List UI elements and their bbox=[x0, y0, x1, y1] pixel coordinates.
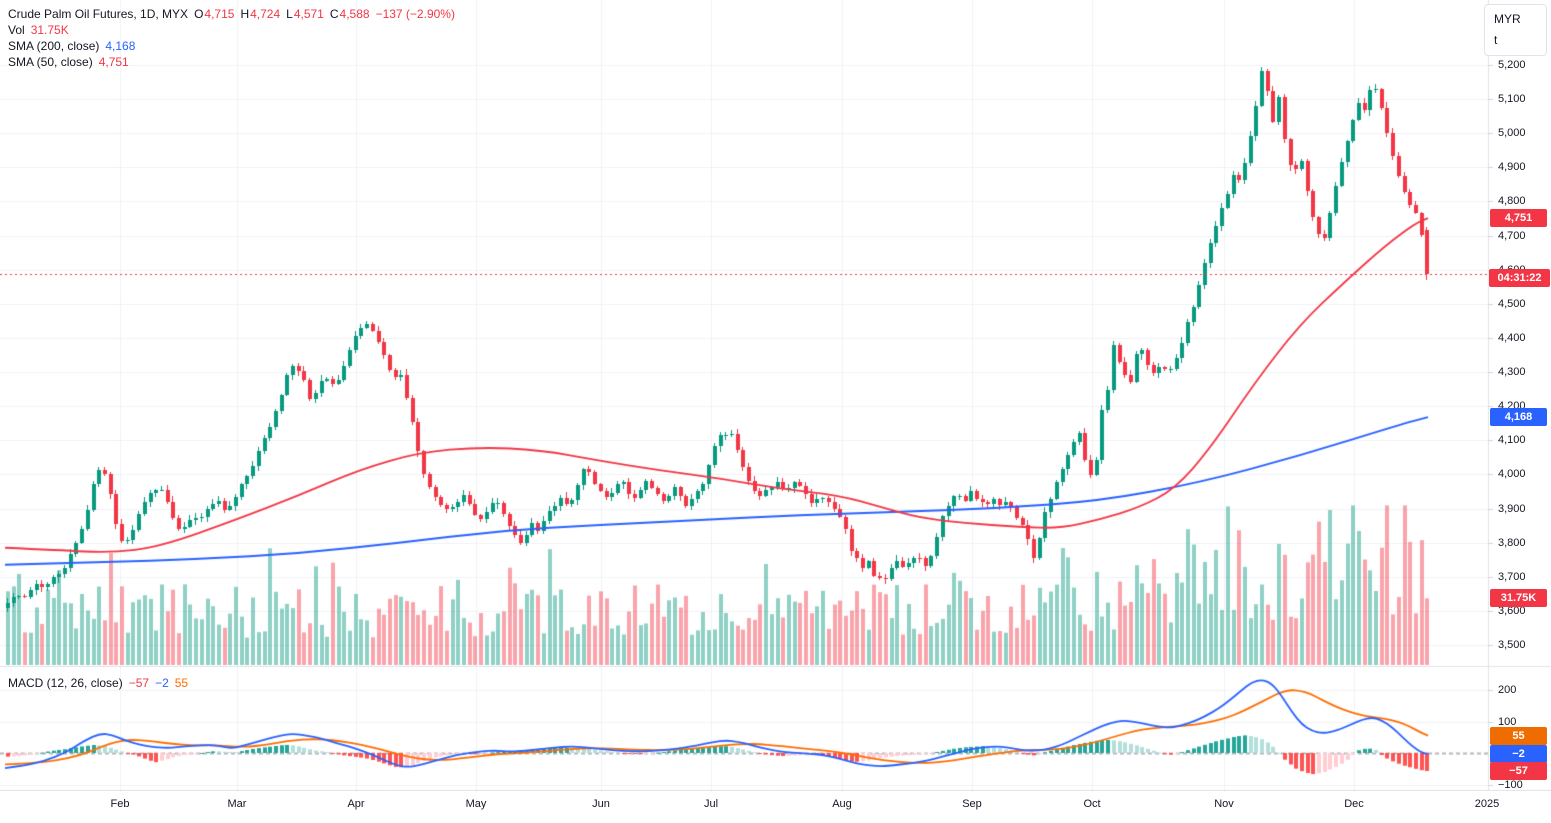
price-tick-label: 4,100 bbox=[1498, 434, 1526, 447]
macd-tick-label: 100 bbox=[1498, 715, 1517, 728]
ohlc-open: O 4,715 bbox=[194, 7, 235, 21]
unit-label[interactable]: t bbox=[1494, 33, 1498, 47]
month-label: Nov bbox=[1214, 798, 1234, 810]
month-label: Sep bbox=[962, 798, 982, 810]
year-label: 2025 bbox=[1474, 798, 1500, 810]
currency-label[interactable]: MYR bbox=[1494, 12, 1521, 26]
sma50-price-badge: 4,751 bbox=[1490, 209, 1547, 228]
currency-unit-box[interactable]: MYR t bbox=[1484, 4, 1547, 56]
macd-hist-value: −57 bbox=[128, 676, 150, 690]
price-tick-label: 4,000 bbox=[1498, 468, 1526, 481]
countdown-badge: 04:31:22 bbox=[1489, 268, 1550, 287]
price-tick-label: 4,900 bbox=[1498, 161, 1526, 174]
ohlc-high: H 4,724 bbox=[240, 7, 281, 21]
month-label: May bbox=[465, 798, 487, 810]
price-tick-label: 5,000 bbox=[1498, 127, 1526, 140]
macd-signal-value: 55 bbox=[174, 676, 189, 690]
sma200-label: SMA (200, close) bbox=[8, 39, 100, 53]
price-tick-label: 3,900 bbox=[1498, 502, 1526, 515]
volume-legend-row[interactable]: Vol 31.75K bbox=[8, 23, 69, 37]
volume-value: 31.75K bbox=[30, 23, 69, 37]
macd-legend-row[interactable]: MACD (12, 26, close) −57 −2 55 bbox=[8, 676, 188, 690]
ohlc-close: C 4,588 bbox=[329, 7, 370, 21]
month-label: Mar bbox=[227, 798, 247, 810]
sma50-legend-row[interactable]: SMA (50, close) 4,751 bbox=[8, 55, 129, 69]
volume-label: Vol bbox=[8, 23, 25, 37]
macd-hist-badge: −57 bbox=[1490, 761, 1547, 780]
price-tick-label: 4,800 bbox=[1498, 195, 1526, 208]
month-label: Jun bbox=[592, 798, 610, 810]
symbol-title: Crude Palm Oil Futures, 1D, MYX bbox=[8, 7, 189, 21]
price-tick-label: 5,200 bbox=[1498, 59, 1526, 71]
macd-line-badge: −2 bbox=[1490, 744, 1547, 763]
month-label: Dec bbox=[1344, 798, 1364, 810]
price-tick-label: 4,300 bbox=[1498, 366, 1526, 379]
price-tick-label: 4,700 bbox=[1498, 229, 1526, 242]
sma200-price-badge: 4,168 bbox=[1490, 408, 1547, 427]
price-tick-label: 3,500 bbox=[1498, 639, 1526, 651]
ohlc-low: L 4,571 bbox=[286, 7, 324, 21]
symbol-legend-row[interactable]: Crude Palm Oil Futures, 1D, MYX O 4,715 H… bbox=[8, 7, 455, 21]
month-label: Aug bbox=[832, 798, 852, 810]
price-tick-label: 4,400 bbox=[1498, 331, 1526, 344]
macd-tick-label: −100 bbox=[1498, 778, 1523, 791]
month-label: Apr bbox=[347, 798, 365, 810]
volume-badge: 31.75K bbox=[1490, 589, 1547, 608]
macd-line-value: −2 bbox=[155, 676, 169, 690]
month-label: Feb bbox=[110, 798, 130, 810]
time-axis[interactable]: Feb Mar Apr May Jun Jul Aug Sep Oct Nov Dec 2025 bbox=[0, 791, 1551, 823]
sma50-value: 4,751 bbox=[98, 55, 129, 69]
sma50-label: SMA (50, close) bbox=[8, 55, 93, 69]
price-change: −137 (−2.90%) bbox=[375, 7, 455, 21]
macd-signal-badge: 55 bbox=[1490, 726, 1547, 745]
price-tick-label: 3,800 bbox=[1498, 536, 1526, 549]
price-tick-label: 4,500 bbox=[1498, 297, 1526, 310]
sma200-legend-row[interactable]: SMA (200, close) 4,168 bbox=[8, 39, 135, 53]
month-label: Oct bbox=[1083, 798, 1101, 810]
price-tick-label: 3,600 bbox=[1498, 604, 1526, 617]
macd-tick-label: 200 bbox=[1498, 684, 1517, 696]
price-tick-label: 5,100 bbox=[1498, 93, 1526, 106]
price-tick-label: 3,700 bbox=[1498, 570, 1526, 583]
month-label: Jul bbox=[703, 798, 719, 810]
sma200-value: 4,168 bbox=[105, 39, 136, 53]
macd-label: MACD (12, 26, close) bbox=[8, 676, 123, 690]
price-axis[interactable]: 4,751 04:31:22 4,168 31.75K 55 −2 −57 5,… bbox=[1489, 0, 1551, 791]
